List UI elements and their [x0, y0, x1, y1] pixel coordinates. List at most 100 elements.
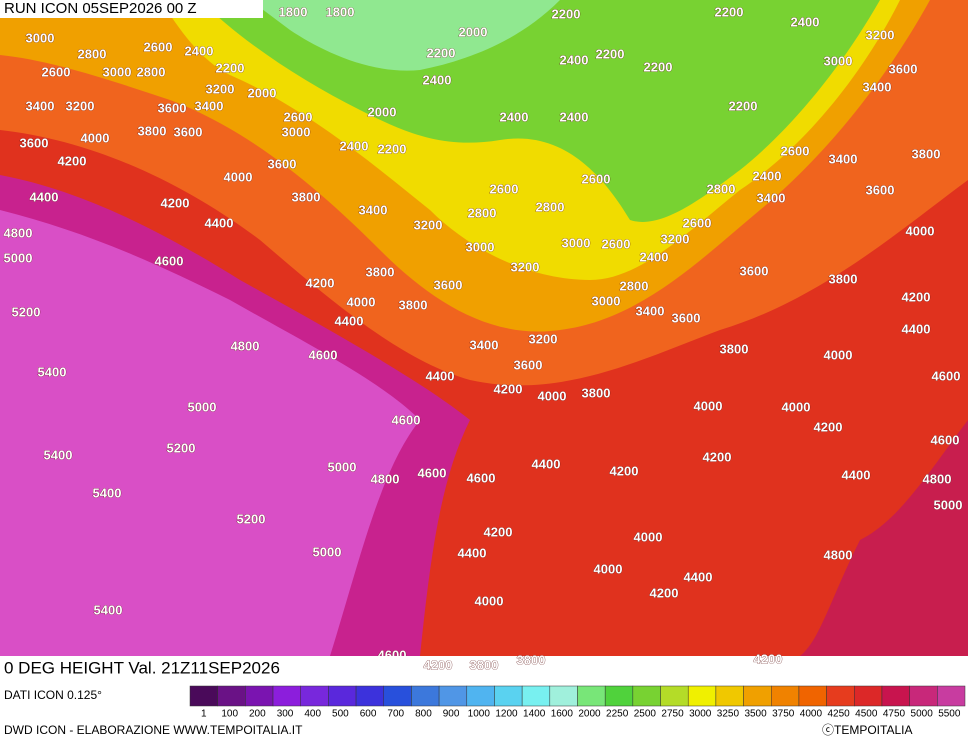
- contour-label: 3400: [636, 303, 665, 318]
- contour-label: 4000: [824, 347, 853, 362]
- colorbar-swatch: [854, 685, 883, 707]
- colorbar: 1 100 200 300 400 500 600 700 800 900 1000 1200 1400…: [189, 685, 966, 720]
- colorbar-swatch: [632, 685, 661, 707]
- contour-label: 2400: [500, 109, 529, 124]
- colorbar-swatch: [411, 685, 440, 707]
- colorbar-label: 2250: [606, 709, 629, 720]
- contour-label: 4200: [58, 153, 87, 168]
- contour-label: 2000: [459, 24, 488, 39]
- contour-label: 4800: [4, 225, 33, 240]
- colorbar-swatch: [494, 685, 523, 707]
- contour-label: 4200: [161, 195, 190, 210]
- contour-label: 2200: [715, 4, 744, 19]
- contour-label: 2600: [781, 143, 810, 158]
- contour-label: 4200: [754, 651, 783, 666]
- colorbar-label: 4500: [855, 709, 878, 720]
- contour-label: 4200: [650, 585, 679, 600]
- contour-label: 2400: [340, 138, 369, 153]
- contour-label: 4600: [309, 347, 338, 362]
- contour-label: 1800: [326, 4, 355, 19]
- title-box: [0, 656, 413, 682]
- contour-label: 3400: [829, 151, 858, 166]
- contour-label: 4200: [424, 657, 453, 672]
- colorbar-label: 3500: [744, 709, 767, 720]
- colorbar-label: 4250: [827, 709, 850, 720]
- contour-label: 2200: [552, 6, 581, 21]
- contour-label: 1800: [279, 4, 308, 19]
- colorbar-label: 700: [387, 709, 404, 720]
- contour-label: 2400: [560, 52, 589, 67]
- contour-label: 4600: [392, 412, 421, 427]
- contour-label: 4400: [426, 368, 455, 383]
- contour-label: 2800: [620, 278, 649, 293]
- contour-label: 3600: [268, 156, 297, 171]
- contour-label: 4000: [538, 388, 567, 403]
- contour-label: 5200: [237, 511, 266, 526]
- contour-label: 5200: [167, 440, 196, 455]
- colorbar-swatch: [521, 685, 551, 707]
- contour-label: 4200: [494, 381, 523, 396]
- colorbar-label: 2750: [661, 709, 684, 720]
- contour-label: 5000: [4, 250, 33, 265]
- colorbar-swatch: [272, 685, 301, 707]
- contour-label: 3200: [66, 98, 95, 113]
- contour-label: 3200: [206, 81, 235, 96]
- colorbar-label: 900: [443, 709, 460, 720]
- contour-label: 4600: [931, 432, 960, 447]
- contour-label: 4000: [594, 561, 623, 576]
- contour-label: 2600: [144, 39, 173, 54]
- contour-label: 3200: [414, 217, 443, 232]
- contour-label: 3800: [366, 264, 395, 279]
- contour-label: 4000: [906, 223, 935, 238]
- contour-label: 2200: [427, 45, 456, 60]
- contour-label: 3200: [866, 27, 895, 42]
- contour-label: 3800: [470, 657, 499, 672]
- contour-label: 3800: [829, 271, 858, 286]
- contour-label: 4600: [932, 368, 961, 383]
- colorbar-label: 4000: [800, 709, 823, 720]
- contour-label: 3600: [889, 61, 918, 76]
- colorbar-swatch: [245, 685, 274, 707]
- colorbar-swatch: [798, 685, 827, 707]
- colorbar-swatch: [687, 685, 717, 707]
- contour-label: 2000: [248, 85, 277, 100]
- contour-label: 4400: [842, 467, 871, 482]
- contour-label: 5400: [38, 364, 67, 379]
- contour-label: 3000: [103, 64, 132, 79]
- contour-label: 2200: [216, 60, 245, 75]
- contour-label: 3200: [529, 331, 558, 346]
- contour-label: 2400: [560, 109, 589, 124]
- colorbar-label: 300: [277, 709, 294, 720]
- contour-label: 3600: [20, 135, 49, 150]
- colorbar-swatch: [355, 685, 385, 707]
- colorbar-label: 400: [304, 709, 321, 720]
- contour-label: 2800: [137, 64, 166, 79]
- contour-label: 2800: [707, 181, 736, 196]
- contour-label: 3800: [720, 341, 749, 356]
- colorbar-label: 3000: [689, 709, 712, 720]
- contour-label: 2400: [185, 43, 214, 58]
- contour-label: 3600: [174, 124, 203, 139]
- colorbar-label: 500: [332, 709, 349, 720]
- colorbar-label: 1600: [551, 709, 574, 720]
- contour-label: 3600: [514, 357, 543, 372]
- contour-label: 4600: [418, 465, 447, 480]
- colorbar-swatch: [937, 685, 966, 707]
- contour-label: 2400: [640, 249, 669, 264]
- colorbar-swatch: [826, 685, 855, 707]
- contour-label: 3000: [282, 124, 311, 139]
- contour-label: 3000: [824, 53, 853, 68]
- colorbar-swatch: [438, 685, 468, 707]
- colorbar-swatch: [881, 685, 910, 707]
- contour-label: 3400: [26, 98, 55, 113]
- contour-label: 2600: [582, 171, 611, 186]
- contour-label: 3400: [195, 98, 224, 113]
- contour-label: 2800: [536, 199, 565, 214]
- contour-label: 5400: [94, 602, 123, 617]
- colorbar-label: 3750: [772, 709, 795, 720]
- contour-label: 4200: [814, 419, 843, 434]
- colorbar-swatch: [300, 685, 329, 707]
- colorbar-swatch: [743, 685, 772, 707]
- contour-label: 2200: [378, 141, 407, 156]
